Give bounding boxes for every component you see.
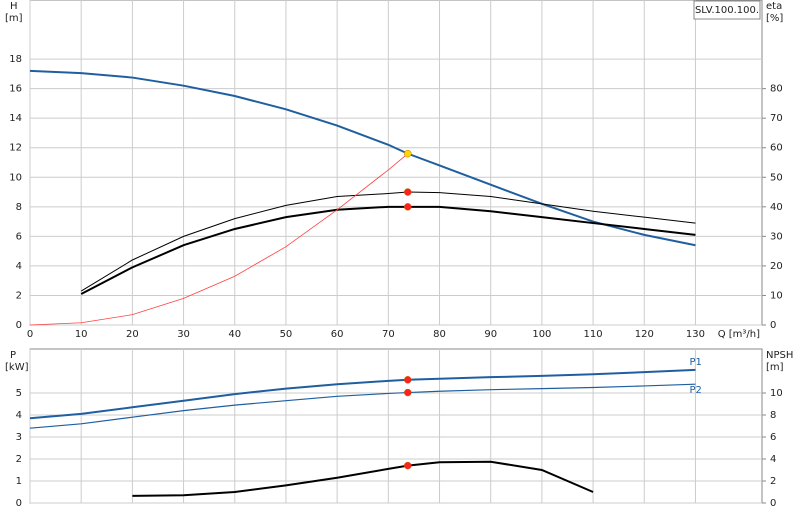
x-tick-label: 130 [686, 329, 705, 340]
curve [29, 69, 696, 247]
y2-tick-label: 0 [770, 320, 776, 331]
curve [29, 383, 696, 429]
x-tick-label: 40 [228, 329, 241, 340]
y-tick-label: 2 [16, 290, 22, 301]
y-tick-label: 4 [16, 410, 22, 421]
y2-tick-label: 2 [770, 476, 776, 487]
y-tick-label: 14 [9, 113, 22, 124]
y-tick-label: 2 [16, 454, 22, 465]
y2-tick-label: 30 [770, 231, 783, 242]
x-tick-label: 0 [27, 329, 33, 340]
y2-tick-label: 60 [770, 143, 783, 154]
y2-tick-label: 6 [770, 432, 776, 443]
y2-tick-label: 10 [770, 388, 783, 399]
x-tick-label: 50 [280, 329, 293, 340]
curve [29, 368, 696, 420]
curve [132, 460, 594, 497]
y-tick-label: 0 [16, 498, 22, 509]
y-tick-label: 4 [16, 261, 22, 272]
y2-tick-label: 50 [770, 172, 783, 183]
point [404, 376, 412, 384]
curve [80, 191, 696, 292]
y-tick-label: 16 [9, 84, 22, 95]
y-axis-label: P [10, 350, 16, 361]
plot-frame [29, 0, 763, 326]
product-label: SLV.100.100. [695, 5, 759, 16]
y2-axis-unit: [%] [766, 13, 783, 24]
point [404, 388, 412, 397]
x-tick-label: 60 [331, 329, 344, 340]
series-label: P1 [689, 357, 701, 368]
y2-tick-label: 0 [770, 498, 776, 509]
y-tick-label: 5 [16, 388, 22, 399]
curve [29, 153, 409, 326]
x-tick-label: 20 [126, 329, 139, 340]
x-axis-label: Q [m³/h] [718, 329, 760, 340]
point [404, 188, 412, 196]
x-tick-label: 100 [532, 329, 551, 340]
y2-tick-label: 8 [770, 410, 776, 421]
y2-tick-label: 20 [770, 261, 783, 272]
series-label: P2 [689, 385, 701, 396]
y2-axis-label: NPSH [766, 350, 793, 361]
y-tick-label: 10 [9, 172, 22, 183]
x-tick-label: 80 [433, 329, 446, 340]
y-tick-label: 6 [16, 231, 22, 242]
y2-tick-label: 10 [770, 290, 783, 301]
y2-tick-label: 4 [770, 454, 776, 465]
label-box [693, 0, 761, 20]
x-tick-label: 70 [382, 329, 395, 340]
y2-axis-unit: [m] [766, 362, 784, 373]
point [404, 461, 412, 470]
y2-tick-label: 70 [770, 113, 783, 124]
y-tick-label: 18 [9, 54, 22, 65]
plot-frame [29, 348, 763, 504]
curve [80, 205, 696, 295]
y-tick-label: 0 [16, 320, 22, 331]
y-tick-label: 1 [16, 476, 22, 487]
y-tick-label: 12 [9, 143, 22, 154]
y2-tick-label: 40 [770, 202, 783, 213]
point [404, 203, 412, 211]
y-axis-unit: [kW] [5, 362, 29, 373]
x-tick-label: 110 [584, 329, 603, 340]
x-tick-label: 10 [75, 329, 88, 340]
y-axis-label: H [10, 1, 18, 12]
y-tick-label: 3 [16, 432, 22, 443]
x-tick-label: 30 [177, 329, 190, 340]
y2-axis-label: eta [766, 1, 782, 12]
y-axis-unit: [m] [5, 13, 23, 24]
x-tick-label: 120 [635, 329, 654, 340]
point [404, 149, 412, 158]
y-tick-label: 8 [16, 202, 22, 213]
y2-tick-label: 80 [770, 84, 783, 95]
x-tick-label: 90 [484, 329, 497, 340]
